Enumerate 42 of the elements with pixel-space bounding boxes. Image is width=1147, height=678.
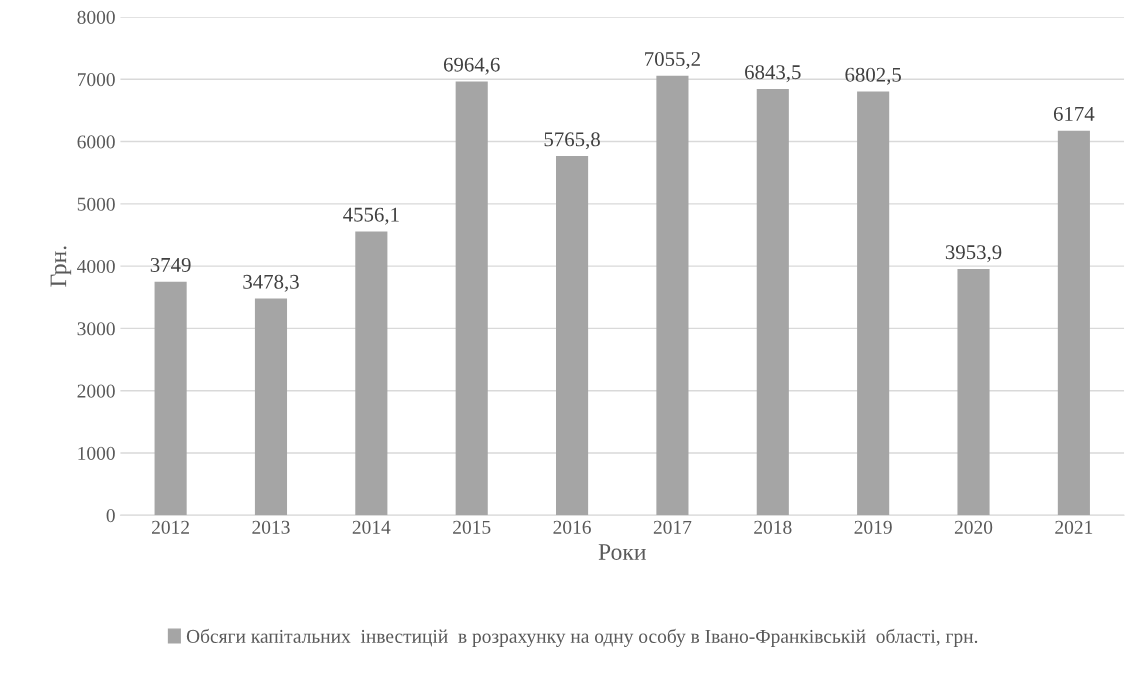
- y-tick-label: 1000: [78, 446, 115, 460]
- legend-label: Обсяги капітальних інвестицій в розрахунку на одну особу в Івано-Франківській області, грн.: [186, 628, 978, 647]
- data-label: 6964,6: [443, 57, 500, 75]
- data-label: 6843,5: [745, 65, 801, 83]
- x-tick-label: 2014: [352, 520, 391, 534]
- bar: [857, 91, 890, 516]
- data-label: 3478,3: [243, 274, 299, 292]
- bar: [756, 88, 789, 516]
- bar: [254, 298, 288, 516]
- x-tick-label: 2012: [152, 520, 189, 534]
- x-tick-label: 2016: [553, 520, 591, 534]
- bar: [1057, 130, 1090, 516]
- bar: [656, 75, 689, 516]
- bar: [556, 156, 589, 516]
- y-axis-title: Грн.: [50, 246, 72, 287]
- y-tick-label: 8000: [77, 10, 115, 24]
- y-tick-label: 4000: [77, 259, 115, 274]
- data-label: 3749: [150, 257, 191, 272]
- y-tick-label: 3000: [77, 322, 115, 336]
- x-tick-label: 2017: [653, 520, 692, 534]
- x-tick-label: 2015: [453, 520, 491, 534]
- x-axis-title: Роки: [598, 544, 646, 560]
- bar: [154, 281, 187, 516]
- y-tick-label: 7000: [77, 73, 115, 87]
- data-label: 7055,2: [645, 51, 700, 70]
- bar: [957, 268, 990, 516]
- x-tick-label: 2021: [1055, 520, 1093, 534]
- x-tick-label: 2013: [252, 520, 290, 534]
- bar: [455, 81, 488, 516]
- data-label: 5765,8: [544, 132, 600, 150]
- data-label: 6802,5: [845, 67, 901, 85]
- data-label: 6174: [1053, 106, 1095, 121]
- x-tick-label: 2020: [954, 520, 993, 534]
- bar: [355, 231, 388, 516]
- data-label: 3953,9: [945, 245, 1002, 263]
- y-tick-label: 5000: [77, 197, 115, 211]
- x-tick-label: 2018: [754, 520, 792, 534]
- data-label: 4556,1: [343, 207, 399, 225]
- x-tick-label: 2019: [854, 520, 892, 534]
- y-tick-label: 0: [106, 509, 115, 523]
- y-tick-label: 6000: [77, 135, 115, 149]
- y-tick-label: 2000: [77, 384, 115, 398]
